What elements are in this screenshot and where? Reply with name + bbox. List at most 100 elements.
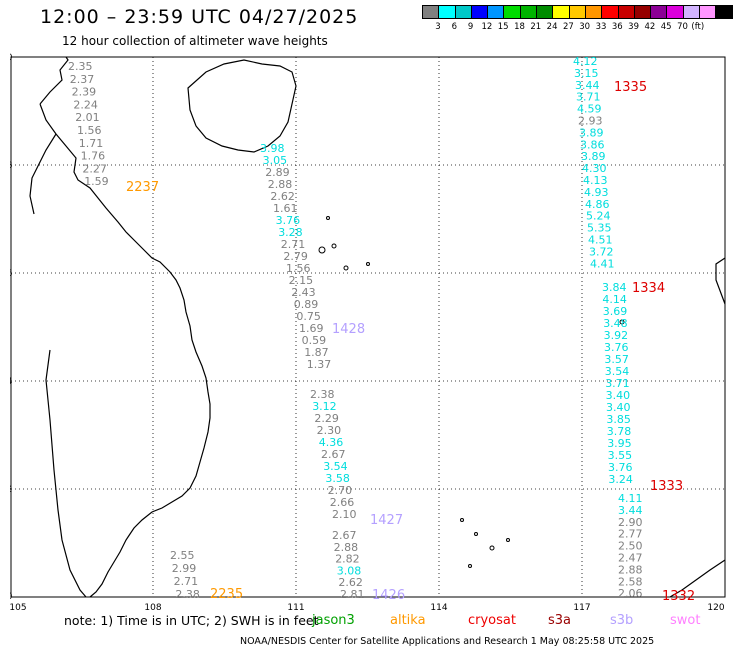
wave-height-value: 4.51 (588, 234, 613, 247)
x-axis-label: 105 (10, 603, 27, 612)
wave-height-value: 1.76 (81, 150, 106, 163)
colorbar-label: 27 (562, 22, 574, 32)
wave-height-value: 3.92 (604, 329, 629, 342)
wave-height-value: 3.86 (580, 138, 605, 151)
wave-height-value: 2.71 (174, 575, 199, 588)
coastline-vietnam (39, 56, 211, 598)
wave-height-value: 2.67 (332, 529, 357, 542)
track-time-label: 2235 (210, 587, 243, 602)
wave-height-value: 2.62 (270, 190, 295, 203)
track-time-label: 1332 (662, 589, 695, 604)
wave-height-value: 4.59 (577, 103, 602, 116)
wave-height-value: 2.93 (578, 115, 603, 128)
wave-height-value: 2.30 (317, 424, 342, 437)
wave-height-value: 2.70 (328, 484, 353, 497)
wave-height-value: 2.38 (175, 588, 200, 601)
coastline-gulf-west (29, 133, 87, 598)
wave-height-value: 2.47 (618, 552, 643, 565)
colorbar-label: 3 (435, 22, 441, 32)
wave-height-value: 2.10 (332, 508, 357, 521)
wave-height-value: 1.37 (307, 358, 332, 371)
colorbar-label: 9 (467, 22, 474, 32)
wave-height-value: 3.76 (604, 341, 629, 354)
wave-height-value: 4.30 (582, 162, 607, 175)
wave-height-value: 2.15 (289, 274, 314, 287)
wave-height-value: 3.55 (608, 449, 633, 462)
wave-height-value: 3.54 (323, 460, 348, 473)
wave-height-value: 2.43 (291, 286, 316, 299)
wave-height-value: 2.29 (314, 412, 339, 425)
wave-height-value: 3.84 (602, 281, 627, 294)
wave-height-value: 3.89 (579, 126, 604, 139)
wave-height-value: 1.56 (286, 262, 311, 275)
wave-height-value: 3.85 (606, 413, 631, 426)
colorbar-labels: 3 6 9 12 15 18 21 24 27 30 33 36 39 42 45 70 (ft) (422, 22, 740, 34)
wave-height-value: 1.59 (84, 175, 109, 188)
wave-height-value: 2.38 (310, 388, 335, 401)
x-axis-label: 120 (707, 603, 724, 612)
y-axis-labels: 20 18 16 14 12 10 (10, 53, 13, 602)
wave-height-value: 2.35 (68, 60, 93, 73)
y-axis-label: 12 (10, 485, 12, 495)
wave-height-value: 4.93 (584, 186, 609, 199)
colorbar (422, 5, 733, 19)
wave-height-map: 105 108 111 114 117 120 20 18 16 14 12 10 2.352.37… (10, 53, 726, 612)
wave-height-value: 4.41 (590, 257, 615, 270)
colorbar-label: 18 (514, 22, 525, 32)
colorbar-label: 39 (628, 22, 639, 32)
wave-height-value: 0.89 (294, 298, 319, 311)
wave-height-value: 2.39 (72, 86, 97, 99)
wave-height-value: 1.87 (304, 346, 329, 359)
wave-height-value: 4.86 (585, 198, 610, 211)
wave-height-value: 3.40 (606, 389, 631, 402)
colorbar-label: 24 (546, 22, 558, 32)
colorbar-label: 70 (677, 22, 688, 32)
wave-height-value: 3.05 (263, 154, 288, 167)
colorbar-label: 30 (579, 22, 591, 32)
wave-tracks: 2.352.372.392.242.011.561.711.762.271.59… (68, 55, 695, 604)
wave-height-value: 2.66 (330, 496, 355, 509)
legend-cryosat: cryosat (468, 613, 516, 628)
wave-height-value: 3.15 (574, 67, 599, 80)
legend-s3b: s3b (610, 613, 634, 628)
wave-height-value: 2.27 (82, 162, 107, 175)
wave-height-value: 3.57 (604, 353, 629, 366)
wave-height-value: 2.77 (618, 528, 643, 541)
legend-swot: swot (670, 613, 701, 628)
colorbar-label: 6 (451, 22, 457, 32)
wave-height-value: 0.75 (296, 310, 321, 323)
wave-height-value: 2.99 (172, 562, 197, 575)
colorbar-label: 12 (481, 22, 493, 32)
y-axis-label: 14 (10, 377, 13, 387)
wave-height-value: 2.37 (70, 73, 95, 86)
track-time-label: 1335 (614, 80, 647, 95)
wave-height-value: 4.11 (618, 492, 643, 505)
wave-height-value: 3.48 (603, 317, 628, 330)
wave-height-value: 1.69 (299, 322, 324, 335)
y-axis-label: 10 (10, 592, 13, 602)
wave-height-value: 2.55 (170, 549, 195, 562)
x-axis-label: 111 (287, 603, 304, 612)
wave-height-value: 3.71 (576, 91, 601, 104)
legend-altika: altika (390, 613, 426, 628)
wave-height-value: 2.90 (618, 516, 643, 529)
colorbar-label: 45 (660, 22, 672, 32)
coastline-luzon (669, 257, 726, 598)
wave-height-value: 2.88 (334, 541, 359, 554)
colorbar-swatch (715, 5, 733, 19)
wave-height-value: 3.54 (605, 365, 630, 378)
wave-height-value: 2.62 (338, 576, 363, 589)
wave-height-value: 3.28 (278, 226, 303, 239)
wave-height-value: 3.44 (575, 79, 600, 92)
wave-height-value: 4.12 (573, 55, 598, 68)
credit-line: NOAA/NESDIS Center for Satellite Applica… (240, 636, 655, 647)
track-time-label: 1333 (650, 479, 683, 494)
wave-height-value: 3.12 (312, 400, 337, 413)
x-axis-label: 108 (144, 603, 161, 612)
wave-height-value: 2.88 (618, 563, 643, 576)
wave-height-value: 2.01 (75, 111, 100, 124)
wave-height-value: 3.71 (605, 377, 630, 390)
wave-height-value: 3.72 (589, 245, 614, 258)
colorbar-label: 33 (595, 22, 607, 32)
wave-height-value: 2.88 (268, 178, 293, 191)
